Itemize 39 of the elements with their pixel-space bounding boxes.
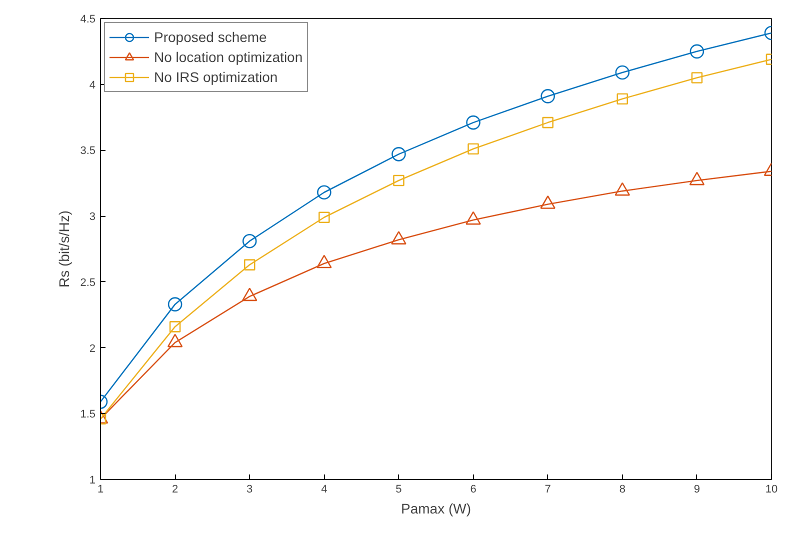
point	[616, 93, 628, 104]
point	[168, 297, 182, 312]
point	[540, 89, 555, 104]
x-tick-label: 2	[172, 484, 178, 496]
y-tick-label: 2.5	[80, 276, 96, 289]
x-tick-label: 5	[396, 484, 402, 496]
y-tick-label: 2	[89, 342, 96, 355]
point	[318, 212, 330, 224]
point	[691, 72, 703, 84]
x-tick-label: 1	[97, 484, 104, 496]
x-axis-title: Pamax (W)	[401, 500, 471, 516]
y-axis-title: Rs (bit/s/Hz)	[56, 210, 72, 288]
x-tick-label: 10	[765, 484, 778, 496]
y-tick-label: 4	[89, 79, 96, 92]
point	[392, 147, 406, 162]
x-tick-label: 8	[619, 484, 626, 496]
legend-label: No location optimization	[154, 49, 303, 65]
point	[169, 321, 181, 332]
legend-label: No IRS optimization	[154, 69, 278, 85]
legend-label: Proposed scheme	[154, 29, 267, 45]
y-tick-label: 3.5	[80, 145, 96, 158]
point	[242, 234, 257, 248]
x-tick-label: 7	[544, 484, 551, 496]
y-tick-label: 1	[89, 474, 96, 486]
point	[542, 116, 554, 128]
point	[317, 185, 332, 200]
y-tick-label: 3	[89, 211, 96, 224]
x-tick-label: 6	[470, 484, 476, 496]
point	[466, 115, 480, 130]
x-tick-label: 4	[321, 484, 328, 496]
x-tick-label: 3	[246, 484, 253, 496]
point	[244, 259, 256, 270]
point	[393, 174, 404, 186]
point	[468, 143, 479, 155]
x-tick-label: 9	[694, 484, 700, 496]
point	[690, 44, 704, 59]
point	[615, 65, 630, 80]
y-tick-label: 4.5	[80, 14, 96, 26]
y-tick-label: 1.5	[80, 408, 96, 421]
